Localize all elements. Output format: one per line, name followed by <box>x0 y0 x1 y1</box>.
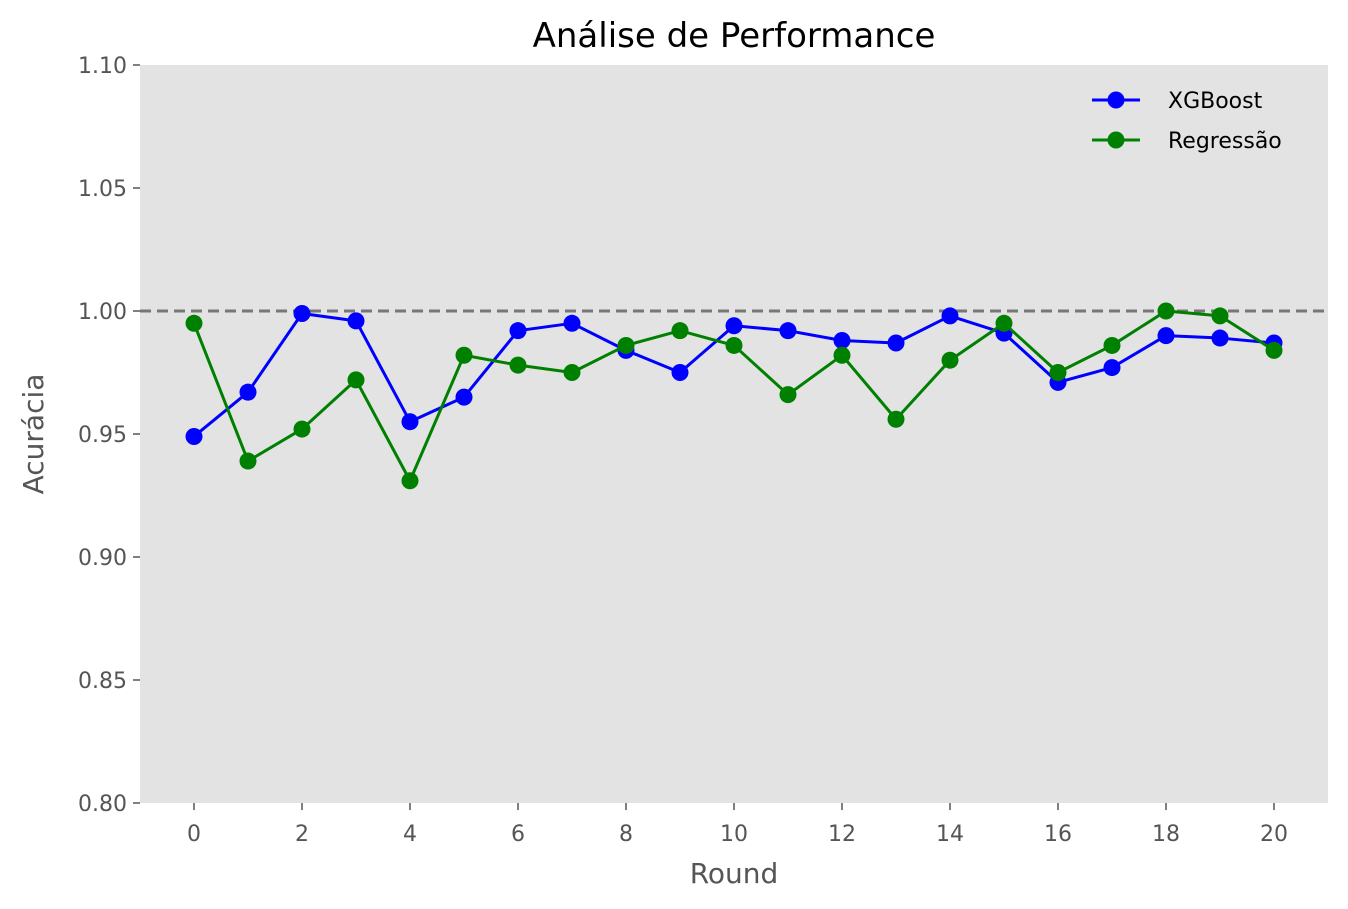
series-2-point <box>563 364 581 381</box>
series-1-point <box>671 364 689 381</box>
x-axis-label: Round <box>690 857 779 890</box>
x-tick-label: 12 <box>828 822 856 847</box>
series-1-point <box>185 427 203 445</box>
chart-title: Análise de Performance <box>533 16 936 56</box>
series-2-point <box>833 346 851 364</box>
series-1-point <box>887 334 905 352</box>
series-1-point <box>1157 327 1175 345</box>
series-2-point <box>347 371 365 389</box>
series-2-point <box>887 410 905 428</box>
series-2-point <box>779 386 797 404</box>
series-1-point <box>347 312 365 330</box>
y-tick-label: 1.05 <box>78 177 127 202</box>
series-2-point <box>617 336 635 354</box>
legend-item: XGBoost <box>1092 89 1263 114</box>
series-2-point <box>185 314 203 332</box>
series-1 <box>185 304 1283 445</box>
y-tick-label: 0.80 <box>78 792 127 817</box>
series-1-point <box>1103 359 1121 377</box>
series-1-point <box>833 332 851 350</box>
y-tick-label: 0.90 <box>78 546 127 571</box>
plot-area <box>140 65 1328 803</box>
series-2-point <box>239 452 257 470</box>
x-tick-label: 18 <box>1152 822 1180 847</box>
y-axis-label: Acurácia <box>17 374 50 495</box>
legend-marker <box>1107 131 1125 149</box>
x-tick-label: 8 <box>619 822 633 847</box>
series-1-point <box>455 388 473 406</box>
series-1-point <box>509 322 527 340</box>
series-2-point <box>455 346 473 364</box>
series-1-point <box>563 314 581 332</box>
series-2-point <box>1157 302 1175 320</box>
series-1-point <box>725 317 743 335</box>
series-2-point <box>1211 307 1229 325</box>
series-2-point <box>995 314 1013 332</box>
series-1-point <box>941 307 959 325</box>
series-1-point <box>239 383 257 401</box>
legend-label: XGBoost <box>1168 89 1263 114</box>
series-1-point <box>401 413 419 431</box>
series-2-point <box>1103 336 1121 354</box>
y-tick-label: 1.00 <box>78 300 127 325</box>
series-2-point <box>725 336 743 354</box>
series-1-point <box>1211 329 1229 347</box>
legend-item: Regressão <box>1092 129 1282 154</box>
series-2-point <box>401 472 419 490</box>
series-2 <box>185 302 1283 490</box>
x-tick-label: 0 <box>187 822 201 847</box>
series-2-point <box>671 322 689 340</box>
x-tick-label: 20 <box>1260 822 1288 847</box>
series-1-point <box>779 322 797 340</box>
x-tick-label: 16 <box>1044 822 1072 847</box>
x-tick-label: 6 <box>511 822 525 847</box>
legend-label: Regressão <box>1168 129 1282 154</box>
series-2-point <box>1265 341 1283 359</box>
x-tick-label: 10 <box>720 822 748 847</box>
x-tick-label: 4 <box>403 822 417 847</box>
y-tick-label: 0.95 <box>78 423 127 448</box>
series-2-point <box>509 356 527 374</box>
series-2-point <box>1049 364 1067 381</box>
legend: XGBoost Regressão <box>1092 89 1282 154</box>
x-tick-label: 14 <box>936 822 964 847</box>
series-2-point <box>941 351 959 369</box>
series-1-point <box>293 304 311 322</box>
series-group <box>185 302 1283 490</box>
series-2-point <box>293 420 311 438</box>
y-axis: 0.80 0.85 0.90 0.95 1.00 1.05 1.10 <box>78 54 140 817</box>
y-tick-label: 0.85 <box>78 669 127 694</box>
legend-marker <box>1107 91 1125 109</box>
x-axis: 0 2 4 6 8 10 12 14 16 18 20 <box>187 803 1288 847</box>
x-tick-label: 2 <box>295 822 309 847</box>
y-tick-label: 1.10 <box>78 54 127 79</box>
